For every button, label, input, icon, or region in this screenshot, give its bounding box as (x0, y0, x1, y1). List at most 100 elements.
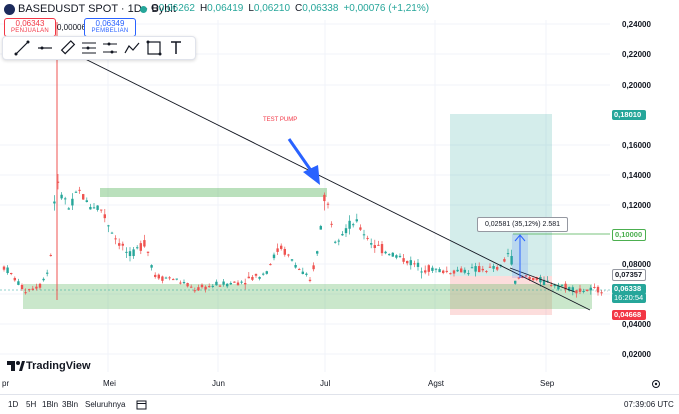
candle-body (326, 203, 330, 205)
candle-body (560, 285, 564, 287)
candle-body (586, 289, 589, 292)
candle-body (186, 283, 189, 287)
range-1d-button[interactable]: 1D (8, 400, 19, 409)
calendar-icon[interactable] (136, 399, 147, 410)
candle-body (146, 251, 150, 253)
candle-body (265, 271, 268, 274)
candle-body (157, 274, 160, 279)
sl-price-tag: 0,04668 (612, 310, 646, 320)
candle-body (78, 189, 81, 191)
candle-body (578, 288, 582, 292)
fib-icon[interactable] (80, 39, 98, 57)
candle-body (344, 228, 348, 234)
candle-body (488, 266, 492, 268)
candle-body (510, 256, 513, 265)
candle-body (524, 275, 528, 277)
candle-body (67, 208, 70, 210)
candle-body (438, 269, 441, 273)
ruler-icon[interactable] (59, 39, 77, 57)
candle-body (337, 240, 340, 242)
path-icon[interactable] (123, 39, 141, 57)
spread-value: 0,00006 (57, 23, 86, 32)
candle-body (452, 270, 456, 274)
candle-body (161, 276, 164, 281)
candle-body (557, 285, 560, 290)
ohlc-readout: O0,06262 H0,06419 L0,06210 C0,06338 +0,00076… (151, 3, 430, 14)
range-3bln-button[interactable]: 3Bln (62, 400, 79, 409)
candle-body (528, 277, 531, 280)
candle-body (132, 249, 135, 257)
price-label: 0,08000 (622, 260, 651, 269)
candle-body (323, 194, 326, 202)
candle-body (370, 243, 373, 245)
candle-body (413, 263, 416, 265)
price-label: 0,24000 (622, 20, 651, 29)
horizontal-line-icon[interactable] (36, 39, 54, 57)
buy-button[interactable]: 0,06349 PEMBELIAN (84, 18, 136, 37)
candle-body (193, 290, 196, 292)
candle-body (269, 264, 272, 266)
candle-body (139, 243, 142, 251)
candle-body (254, 273, 258, 276)
candle-body (308, 279, 312, 281)
candle-body (434, 268, 438, 270)
resistance-zone (100, 188, 327, 197)
utc-clock[interactable]: 07:39:06 UTC (624, 400, 674, 409)
candle-body (348, 220, 351, 229)
candle-body (251, 276, 254, 280)
range-1bln-button[interactable]: 1Bln (42, 400, 59, 409)
candle-body (568, 287, 571, 291)
candle-body (352, 224, 355, 226)
candle-body (110, 232, 114, 234)
candle-body (38, 283, 42, 288)
candle-body (398, 255, 402, 257)
level-price-tag: 0,10000 (612, 229, 646, 241)
candle-body (218, 285, 222, 287)
candle-body (334, 241, 337, 243)
tp-price-tag: 0,18010 (612, 110, 646, 120)
trend-line-icon[interactable] (13, 39, 31, 57)
candle-body (460, 268, 463, 273)
price-label: 0,12000 (622, 201, 651, 210)
market-status-dot (140, 6, 147, 13)
candle-body (89, 206, 92, 210)
candle-body (355, 219, 358, 222)
candle-body (121, 243, 124, 246)
candle-body (168, 277, 171, 279)
symbol-title[interactable]: BASEDUSDT SPOT · 1D · Bybit (18, 3, 176, 15)
candle-body (373, 245, 376, 248)
candle-body (128, 251, 132, 257)
candle-body (481, 268, 484, 271)
candle-body (60, 194, 63, 199)
candle-body (380, 244, 384, 254)
gear-icon[interactable] (651, 379, 661, 389)
price-axis[interactable]: 0,24000 0,22000 0,20000 0,16000 0,14000 … (610, 0, 679, 372)
candle-body (240, 281, 243, 283)
candle-body (445, 270, 448, 272)
candle-body (514, 280, 517, 284)
candle-body (107, 225, 110, 227)
sell-button[interactable]: 0,06343 PENJUALAN (4, 18, 56, 37)
price-label: 0,16000 (622, 141, 651, 150)
price-label: 0,04000 (622, 320, 651, 329)
candle-body (197, 287, 200, 291)
time-label: Agst (428, 379, 445, 388)
candle-body (247, 276, 250, 279)
tradingview-logo-icon (7, 361, 25, 371)
candle-body (341, 233, 344, 236)
candle-body (215, 281, 218, 286)
candle-body (125, 251, 128, 253)
range-5h-button[interactable]: 5H (26, 400, 37, 409)
candle-body (24, 292, 27, 294)
pitchfork-icon[interactable] (101, 39, 119, 57)
candle-body (2, 266, 6, 270)
candle-body (154, 274, 157, 277)
text-icon[interactable] (167, 39, 185, 57)
rectangle-icon[interactable] (145, 39, 163, 57)
candle-body (71, 198, 74, 206)
pump-arrow-icon (287, 138, 320, 185)
candle-body (582, 291, 585, 293)
candle-body (283, 248, 286, 255)
range-all-button[interactable]: Seluruhnya (85, 400, 126, 409)
